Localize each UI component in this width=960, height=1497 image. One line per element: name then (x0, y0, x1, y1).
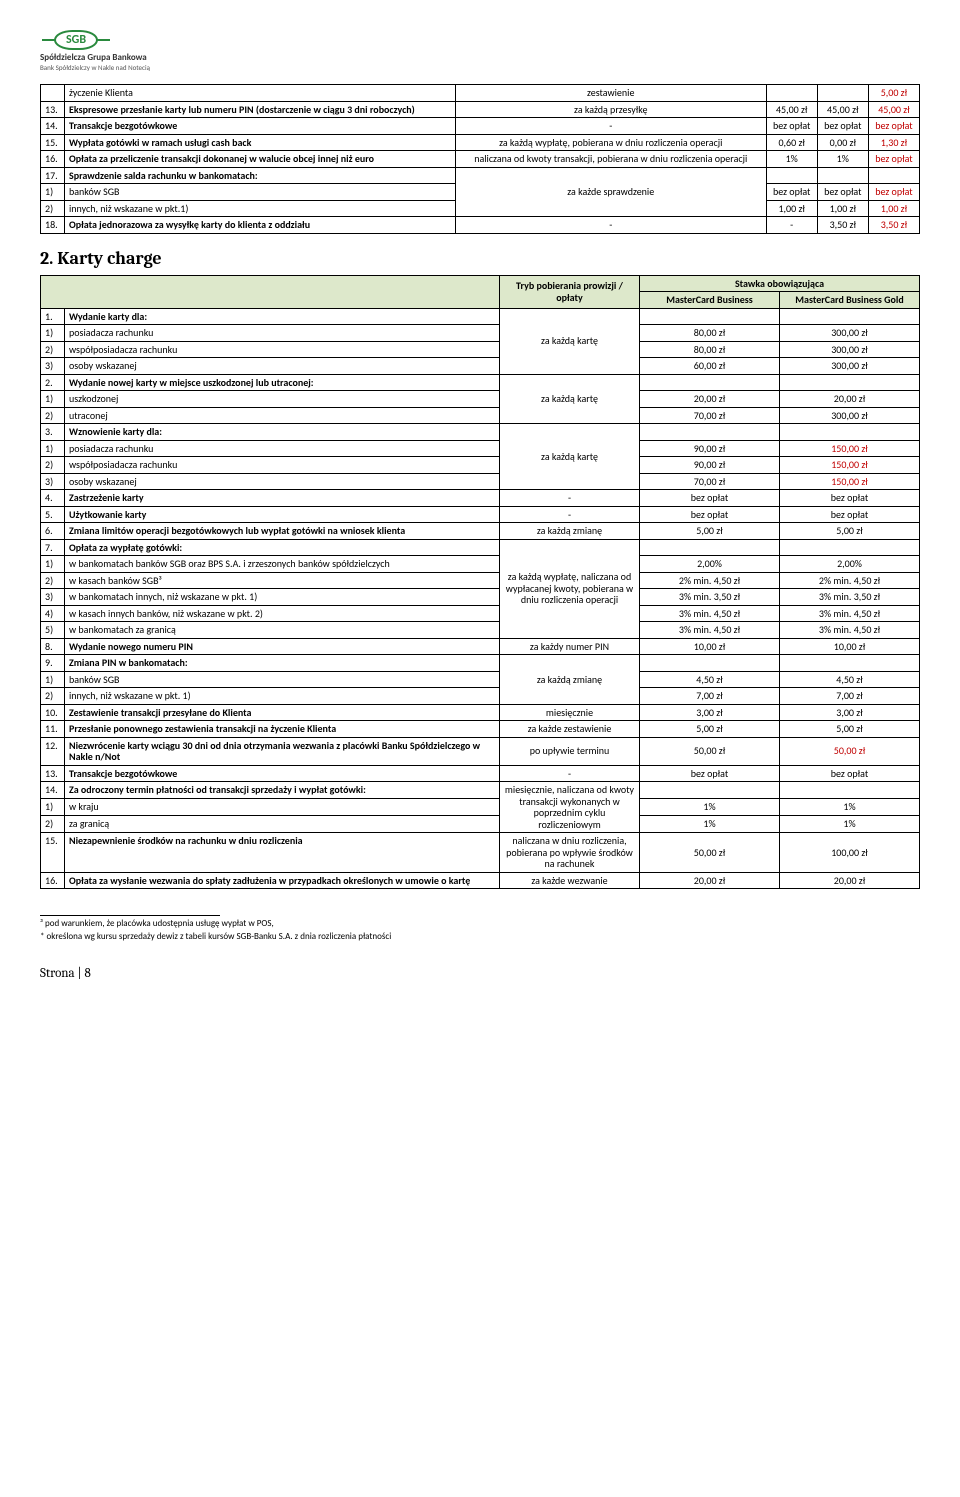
table-row: 2)w kasach banków SGB³2% min. 4,50 zł2% … (41, 572, 920, 589)
table-row: 1)posiadacza rachunku90,00 zł150,00 zł (41, 440, 920, 457)
footnote-1: ³ pod warunkiem, że placówka udostępnia … (40, 918, 920, 929)
table-row: 9.Zmiana PIN w bankomatach:za każdą zmia… (41, 655, 920, 672)
table-row: 15.Niezapewnienie środków na rachunku w … (41, 833, 920, 873)
table-row: 8.Wydanie nowego numeru PINza każdy nume… (41, 638, 920, 655)
table-row: 14.Transakcje bezgotówkowe-bez opłatbez … (41, 118, 920, 135)
footnote-separator (40, 915, 220, 916)
table-row: 5)w bankomatach za granicą3% min. 4,50 z… (41, 622, 920, 639)
table-row: 18.Opłata jednorazowa za wysyłkę karty d… (41, 217, 920, 234)
logo-line2: Bank Spółdzielczy w Nakle nad Notecią (40, 63, 920, 72)
table-row: 2)współposiadacza rachunku90,00 zł150,00… (41, 457, 920, 474)
table-row: 3)osoby wskazanej60,00 zł300,00 zł (41, 358, 920, 375)
table-karty-charge: Tryb pobierania prowizji / opłaty Stawka… (40, 275, 920, 890)
footnote-2: * określona wg kursu sprzedaży dewiz z t… (40, 931, 920, 942)
table-row: 13.Transakcje bezgotówkowe-bez opłatbez … (41, 765, 920, 782)
table-row: 1)w kraju1%1% (41, 799, 920, 816)
table-row: 2)za granicą1%1% (41, 816, 920, 833)
table-row: 2)innych, niż wskazane w pkt. 1)7,00 zł7… (41, 688, 920, 705)
table-row: 12.Niezwrócenie karty wciągu 30 dni od d… (41, 737, 920, 765)
table-row: 15.Wypłata gotówki w ramach usługi cash … (41, 134, 920, 151)
table-row: 11.Przesłanie ponownego zestawienia tran… (41, 721, 920, 738)
table-row: 17.Sprawdzenie salda rachunku w bankomat… (41, 167, 920, 184)
table-row: 4.Zastrzeżenie karty-bez opłatbez opłat (41, 490, 920, 507)
table-row: 16.Opłata za wysłanie wezwania do spłaty… (41, 872, 920, 889)
table-row: 7.Opłata za wypłatę gotówki:za każdą wyp… (41, 539, 920, 556)
table-row: 2.Wydanie nowej karty w miejsce uszkodzo… (41, 374, 920, 391)
table-row: 10.Zestawienie transakcji przesyłane do … (41, 704, 920, 721)
table-row: 1)w bankomatach banków SGB oraz BPS S.A.… (41, 556, 920, 573)
logo-oval: SGB (54, 30, 98, 50)
table-row: 6.Zmiana limitów operacji bezgotówkowych… (41, 523, 920, 540)
table-row: 2)współposiadacza rachunku80,00 zł300,00… (41, 341, 920, 358)
header-tryb: Tryb pobierania prowizji / opłaty (500, 275, 640, 308)
table-row: 3)w bankomatach innych, niż wskazane w p… (41, 589, 920, 606)
section-title: 2. Karty charge (40, 248, 920, 269)
table-row: 3)osoby wskazanej70,00 zł150,00 zł (41, 473, 920, 490)
table-row: 5.Użytkowanie karty-bez opłatbez opłat (41, 506, 920, 523)
table-row: 4)w kasach innych banków, niż wskazane w… (41, 605, 920, 622)
logo-line1: Spółdzielcza Grupa Bankowa (40, 52, 920, 63)
table-row: 2)utraconej70,00 zł300,00 zł (41, 407, 920, 424)
header-blank (41, 275, 500, 308)
table-row: 3.Wznowienie karty dla:za każdą kartę (41, 424, 920, 441)
table-row: 1.Wydanie karty dla:za każdą kartę (41, 308, 920, 325)
table-row: 1)posiadacza rachunku80,00 zł300,00 zł (41, 325, 920, 342)
table-row: 1)uszkodzonej20,00 zł20,00 zł (41, 391, 920, 408)
table-row: 14.Za odroczony termin płatności od tran… (41, 782, 920, 799)
table-row: życzenie Klientazestawienie5,00 zł (41, 85, 920, 102)
table-row: 1)banków SGB4,50 zł4,50 zł (41, 671, 920, 688)
header-col1: MasterCard Business (640, 292, 780, 309)
page-footer: Strona | 8 (40, 966, 920, 981)
header-col2: MasterCard Business Gold (780, 292, 920, 309)
logo-area: SGB Spółdzielcza Grupa Bankowa Bank Spół… (40, 30, 920, 72)
table-continuation: życzenie Klientazestawienie5,00 zł13.Eks… (40, 84, 920, 234)
header-stawka: Stawka obowiązująca (640, 275, 920, 292)
table-row: 16.Opłata za przeliczenie transakcji dok… (41, 151, 920, 168)
table-row: 13.Ekspresowe przesłanie karty lub numer… (41, 101, 920, 118)
